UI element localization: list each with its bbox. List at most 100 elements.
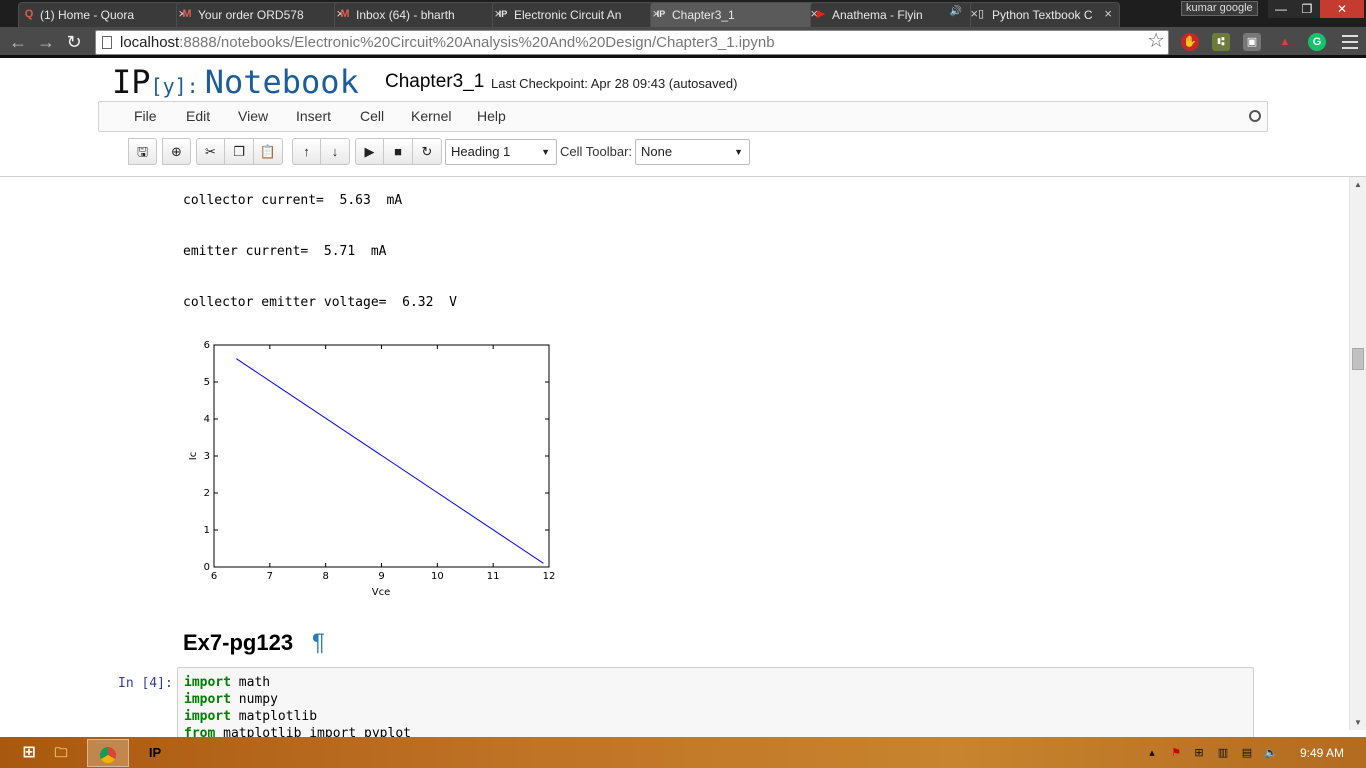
close-window-button[interactable]: ✕ — [1320, 0, 1364, 18]
tab-close-icon[interactable]: × — [970, 6, 978, 21]
windows-start-icon[interactable]: ⊞ — [22, 744, 36, 761]
browser-tab-strip: Q (1) Home - Quora × M Your order ORD578… — [0, 0, 1366, 27]
page-icon: ▯ — [977, 8, 985, 20]
menu-kernel[interactable]: Kernel — [411, 108, 452, 124]
app-tray-icon[interactable]: ▥ — [1217, 747, 1229, 759]
menu-view[interactable]: View — [238, 108, 269, 124]
page-scrollbar[interactable]: ▲ ▼ — [1349, 177, 1366, 730]
tab-inbox[interactable]: M Inbox (64) - bharth × — [334, 2, 510, 27]
address-bar[interactable]: localhost:8888/notebooks/Electronic%20Ci… — [95, 30, 1169, 55]
tab-order[interactable]: M Your order ORD578 × — [176, 2, 352, 27]
save-group: 🖫 — [128, 138, 157, 165]
restore-button[interactable]: ❐ — [1294, 0, 1320, 18]
restart-icon[interactable]: ↻ — [413, 138, 442, 165]
scroll-thumb[interactable] — [1352, 348, 1364, 370]
run-icon[interactable]: ▶ — [355, 138, 384, 165]
x-tick-label: 6 — [211, 571, 217, 582]
file-explorer-icon[interactable]: 🗀 — [54, 745, 68, 760]
chrome-taskbar-icon[interactable] — [87, 739, 129, 767]
menu-edit[interactable]: Edit — [186, 108, 211, 124]
quora-icon: Q — [24, 8, 34, 20]
menu-file[interactable]: File — [134, 108, 157, 124]
forward-icon[interactable]: → — [37, 32, 55, 52]
logo-word: Notebook — [204, 63, 359, 101]
tab-python-textbook[interactable]: ▯ Python Textbook C × — [970, 2, 1120, 27]
volume-icon[interactable]: 🔈 — [1264, 747, 1278, 759]
save-icon[interactable]: 🖫 — [128, 138, 157, 165]
scroll-up-icon[interactable]: ▲ — [1354, 180, 1362, 189]
action-center-icon[interactable]: ⚑ — [1171, 747, 1181, 759]
back-icon[interactable]: ← — [9, 32, 27, 52]
chrome-icon — [100, 746, 116, 763]
menu-help[interactable]: Help — [477, 108, 506, 124]
tab-label: Chapter3_1 — [672, 7, 735, 22]
tab-close-icon[interactable]: × — [810, 6, 818, 21]
extension-icon[interactable]: ⑆ — [1212, 33, 1230, 51]
tab-anathema[interactable]: ▶ Anathema - Flyin 🔊 × — [810, 2, 986, 27]
tab-quora[interactable]: Q (1) Home - Quora × — [18, 2, 194, 27]
y-tick-label: 1 — [204, 525, 210, 536]
bookmark-star-icon[interactable]: ☆ — [1147, 30, 1165, 52]
profile-button[interactable]: kumar google — [1181, 1, 1258, 16]
tab-close-icon[interactable]: × — [494, 6, 502, 21]
notebook-content: collector current= 5.63 mA emitter curre… — [0, 177, 1349, 737]
cell-toolbar-select[interactable]: None ▼ — [635, 139, 750, 165]
cell-type-value: Heading 1 — [451, 144, 511, 159]
tab-label: Anathema - Flyin — [832, 7, 923, 22]
section-heading: Ex7-pg123 — [183, 630, 294, 655]
reload-icon[interactable]: ↻ — [66, 32, 82, 52]
cut-icon[interactable]: ✂ — [196, 138, 225, 165]
x-tick-label: 10 — [431, 571, 444, 582]
output-collector-current: collector current= 5.63 mA — [183, 193, 403, 208]
cell-type-select[interactable]: Heading 1 ▼ — [445, 139, 557, 165]
tab-close-icon[interactable]: × — [1104, 6, 1112, 21]
extension-hat-icon[interactable]: ▲ — [1279, 36, 1291, 48]
menu-insert[interactable]: Insert — [296, 108, 332, 124]
insert-cell-icon[interactable]: ⊕ — [162, 138, 191, 165]
windows-icon[interactable]: ⊞ — [1194, 747, 1204, 759]
tab-chapter3-1[interactable]: IP Chapter3_1 × — [650, 2, 826, 27]
x-tick-label: 12 — [543, 571, 556, 582]
checkpoint-status: Last Checkpoint: Apr 28 09:43 (autosaved… — [491, 76, 738, 91]
ipython-taskbar-icon[interactable]: IP — [148, 745, 162, 760]
tab-close-icon[interactable]: × — [336, 6, 344, 21]
tab-label: Python Textbook C — [992, 7, 1093, 22]
show-hidden-icons-icon[interactable]: ▴ — [1149, 747, 1155, 759]
keyword: import — [184, 709, 231, 724]
copy-icon[interactable]: ❐ — [225, 138, 254, 165]
run-group: ▶ ■ ↻ — [355, 138, 442, 165]
adblock-icon[interactable]: ✋ — [1181, 33, 1199, 51]
move-up-icon[interactable]: ↑ — [292, 138, 321, 165]
code-cell[interactable]: import math import numpy import matplotl… — [177, 667, 1254, 737]
url-path: :8888/notebooks/Electronic%20Circuit%20A… — [179, 34, 775, 51]
screen-capture-icon[interactable]: ▣ — [1243, 33, 1261, 51]
code-line: import matplotlib — [184, 708, 1247, 725]
gmail-icon: M — [340, 8, 350, 20]
code-text: matplotlib — [230, 709, 318, 724]
code-text: math — [230, 675, 271, 690]
scroll-down-icon[interactable]: ▼ — [1354, 718, 1362, 727]
cell-toolbar-label: Cell Toolbar: — [560, 144, 633, 159]
tab-close-icon[interactable]: × — [652, 6, 660, 21]
paste-icon[interactable]: 📋 — [254, 138, 283, 165]
menu-cell[interactable]: Cell — [360, 108, 385, 124]
x-axis-label: Vce — [372, 587, 391, 598]
ipython-logo[interactable]: IP[y]: Notebook — [112, 63, 359, 101]
move-down-icon[interactable]: ↓ — [321, 138, 350, 165]
chevron-down-icon: ▼ — [541, 147, 550, 157]
network-icon[interactable]: ▤ — [1241, 747, 1253, 759]
notebook-header: IP[y]: Notebook Chapter3_1 Last Checkpoin… — [0, 61, 1366, 177]
notebook-title[interactable]: Chapter3_1 — [385, 71, 485, 92]
grammarly-icon[interactable]: G — [1308, 33, 1326, 51]
tab-close-icon[interactable]: × — [178, 6, 186, 21]
tab-electronic-circuit[interactable]: IP Electronic Circuit An × — [492, 2, 668, 27]
stop-icon[interactable]: ■ — [384, 138, 413, 165]
anchor-link[interactable]: ¶ — [312, 629, 325, 656]
speaker-icon[interactable]: 🔊 — [949, 6, 962, 17]
y-tick-label: 6 — [204, 340, 210, 351]
minimize-button[interactable]: — — [1268, 0, 1294, 18]
keyword: import — [184, 692, 231, 707]
y-tick-label: 4 — [204, 414, 210, 425]
chrome-menu-icon[interactable] — [1342, 35, 1358, 49]
